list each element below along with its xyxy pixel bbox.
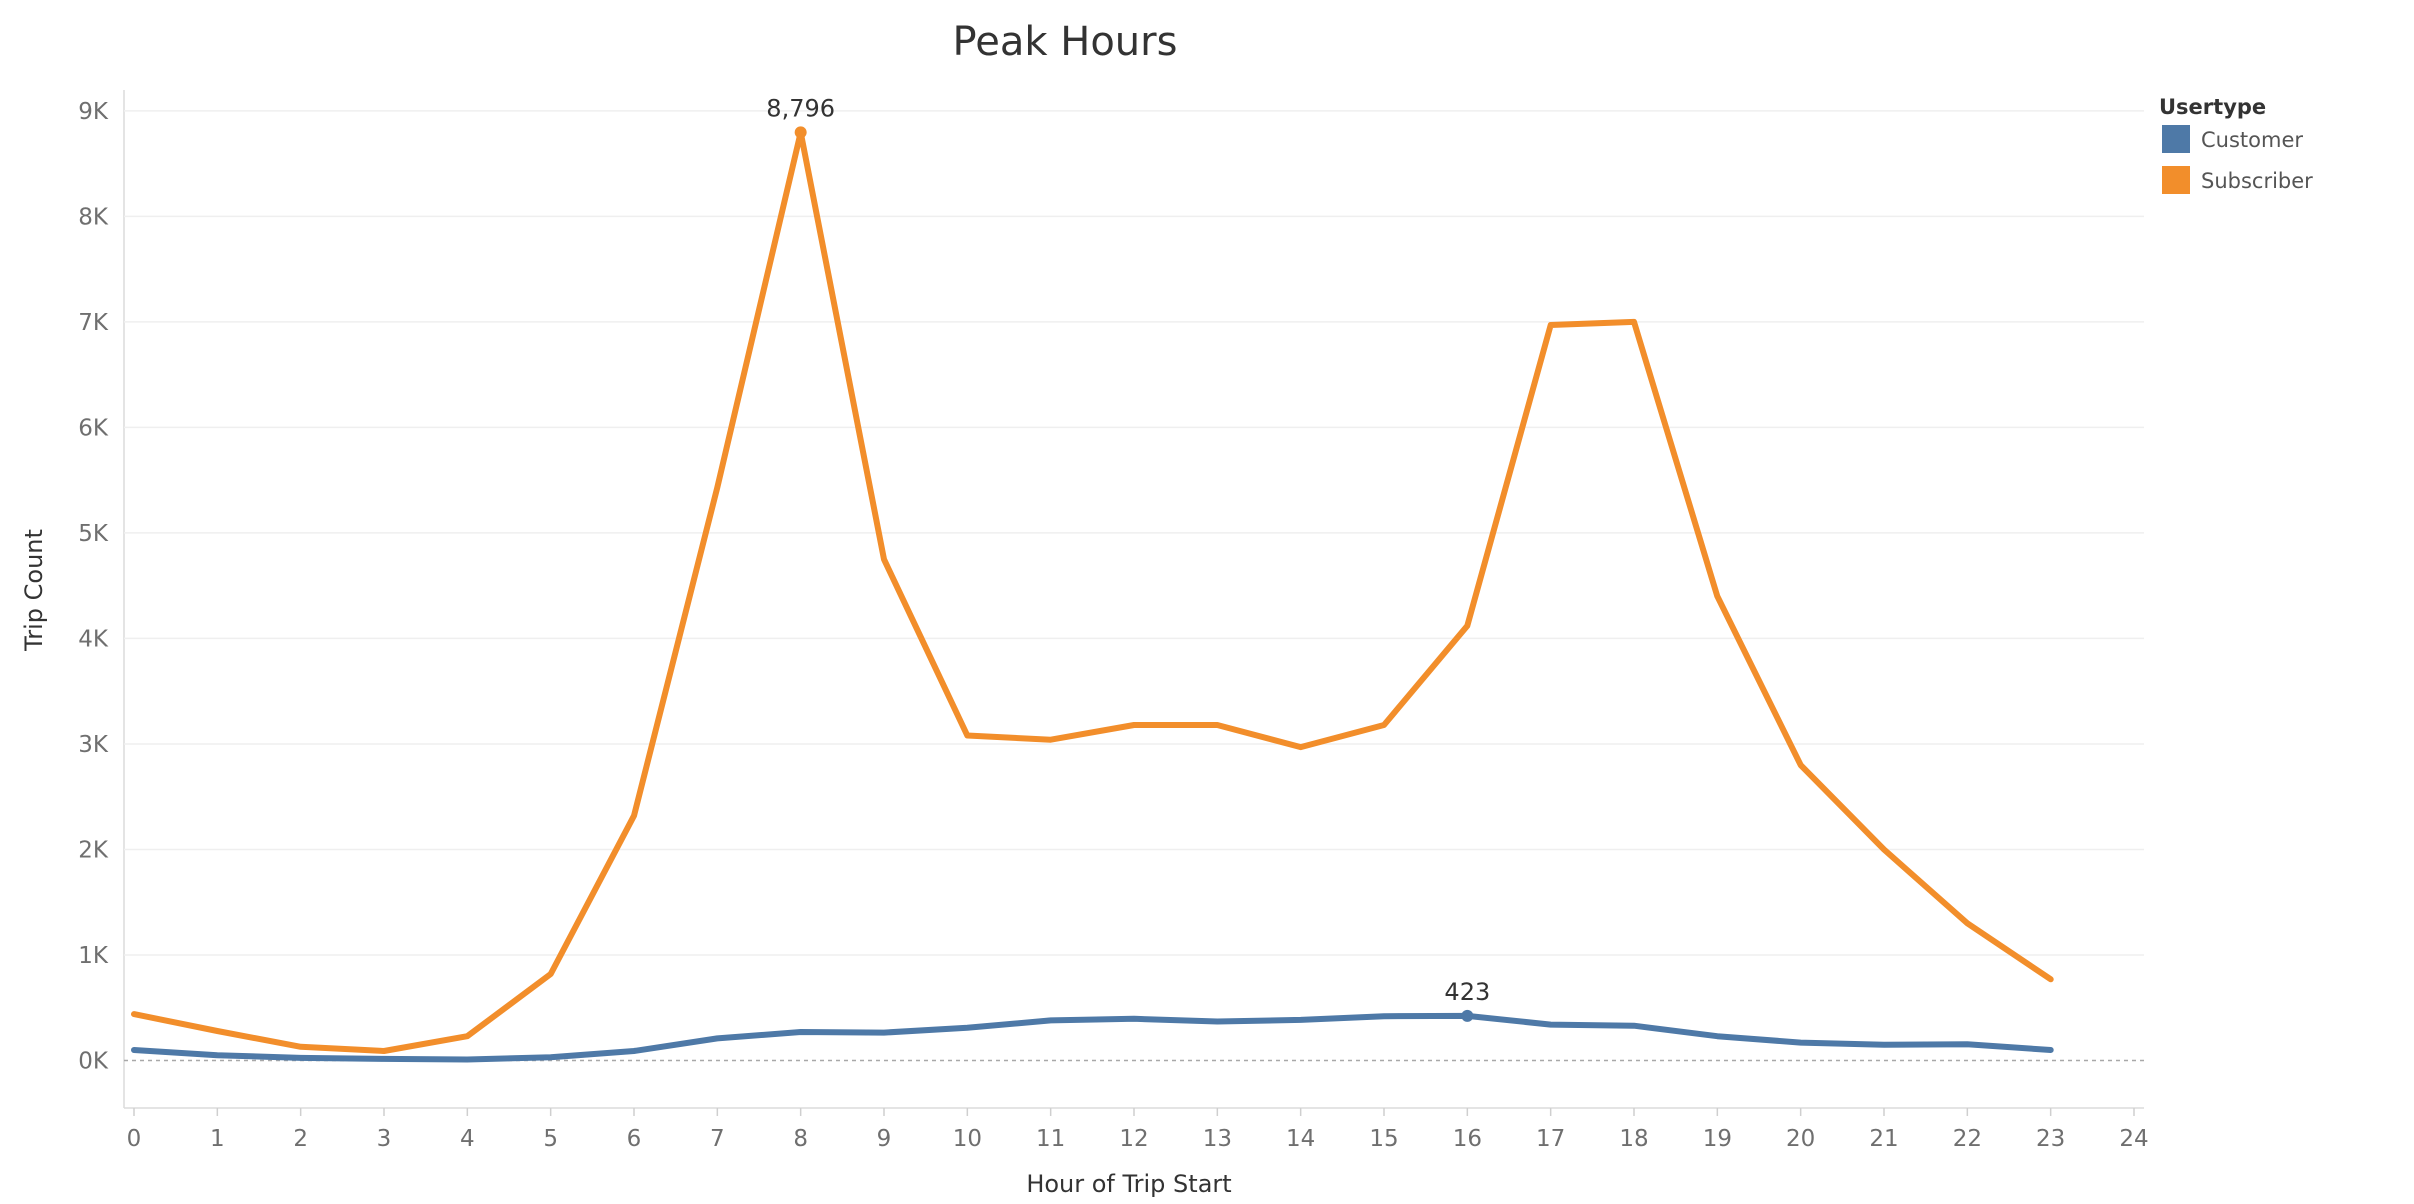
x-tick-label: 21 [1869,1126,1898,1152]
annotation-marker-subscriber [794,126,807,139]
series-line-customer [131,1012,2054,1063]
x-tick-label: 14 [1286,1126,1315,1152]
y-tick-label: 6K [78,415,109,441]
y-tick-label: 7K [78,310,109,336]
y-axis-ticks: 0K 1K 2K 3K 4K 5K 6K 7K 8K 9K [78,99,109,1075]
x-tick-label: 23 [2036,1126,2065,1152]
annotation-marker-customer [1461,1009,1474,1022]
annotation-label-subscriber: 8,796 [766,94,835,122]
x-axis-label: Hour of Trip Start [1026,1170,1231,1198]
y-tick-label: 8K [78,204,109,230]
y-axis-label: Trip Count [20,529,48,652]
legend-swatch-customer [2162,125,2190,153]
legend: Usertype Customer Subscriber [2159,95,2313,194]
legend-swatch-subscriber [2162,166,2190,194]
x-tick-label: 15 [1369,1126,1398,1152]
chart-title: Peak Hours [953,19,1178,65]
series-lines [131,129,2054,1063]
data-annotations: 423 8,796 [766,94,1490,1022]
x-tick-label: 24 [2119,1126,2148,1152]
legend-items: Customer Subscriber [2162,125,2313,194]
x-tick-label: 11 [1036,1126,1065,1152]
x-tick-label: 19 [1703,1126,1732,1152]
y-tick-label: 0K [78,1049,109,1075]
y-tick-label: 2K [78,837,109,863]
legend-title: Usertype [2159,95,2266,119]
y-tick-label: 1K [78,943,109,969]
y-tick-label: 4K [78,626,109,652]
x-tick-label: 20 [1786,1126,1815,1152]
x-axis-ticks: 0 1 2 3 4 5 6 7 8 9 10 11 12 13 14 15 16 17 18 19 20 21 22 23 24 [127,1108,2149,1152]
x-tick-label: 16 [1453,1126,1482,1152]
x-tick-label: 3 [377,1126,392,1152]
x-tick-label: 4 [460,1126,475,1152]
x-tick-label: 10 [953,1126,982,1152]
y-tick-label: 9K [78,99,109,125]
x-tick-label: 7 [710,1126,725,1152]
x-tick-label: 8 [793,1126,808,1152]
x-tick-label: 18 [1619,1126,1648,1152]
x-tick-label: 5 [543,1126,558,1152]
x-tick-label: 12 [1119,1126,1148,1152]
x-tick-label: 2 [293,1126,308,1152]
x-tick-label: 9 [877,1126,892,1152]
annotation-label-customer: 423 [1444,978,1490,1006]
gridlines [123,90,2144,1109]
y-tick-label: 3K [78,732,109,758]
legend-label-subscriber: Subscriber [2201,169,2313,193]
y-tick-label: 5K [78,521,109,547]
x-tick-label: 13 [1203,1126,1232,1152]
x-tick-label: 17 [1536,1126,1565,1152]
x-tick-label: 0 [127,1126,142,1152]
series-line-subscriber [131,129,2054,1054]
legend-label-customer: Customer [2201,128,2303,152]
x-tick-label: 22 [1953,1126,1982,1152]
x-tick-label: 6 [627,1126,642,1152]
x-tick-label: 1 [210,1126,225,1152]
